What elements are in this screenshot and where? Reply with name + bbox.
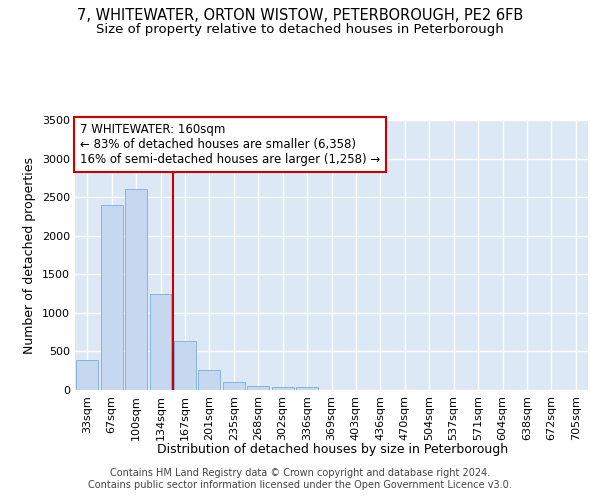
Bar bbox=[199, 370, 220, 390]
Bar bbox=[101, 205, 122, 390]
Bar bbox=[125, 190, 147, 390]
Text: 7 WHITEWATER: 160sqm
← 83% of detached houses are smaller (6,358)
16% of semi-de: 7 WHITEWATER: 160sqm ← 83% of detached h… bbox=[80, 122, 380, 166]
Bar bbox=[76, 360, 98, 390]
Text: Distribution of detached houses by size in Peterborough: Distribution of detached houses by size … bbox=[157, 442, 509, 456]
Bar bbox=[296, 387, 318, 390]
Bar bbox=[272, 386, 293, 390]
Text: 7, WHITEWATER, ORTON WISTOW, PETERBOROUGH, PE2 6FB: 7, WHITEWATER, ORTON WISTOW, PETERBOROUG… bbox=[77, 8, 523, 22]
Text: Contains public sector information licensed under the Open Government Licence v3: Contains public sector information licen… bbox=[88, 480, 512, 490]
Text: Contains HM Land Registry data © Crown copyright and database right 2024.: Contains HM Land Registry data © Crown c… bbox=[110, 468, 490, 477]
Y-axis label: Number of detached properties: Number of detached properties bbox=[23, 156, 37, 354]
Text: Size of property relative to detached houses in Peterborough: Size of property relative to detached ho… bbox=[96, 22, 504, 36]
Bar bbox=[149, 294, 172, 390]
Bar bbox=[223, 382, 245, 390]
Bar bbox=[247, 386, 269, 390]
Bar bbox=[174, 340, 196, 390]
